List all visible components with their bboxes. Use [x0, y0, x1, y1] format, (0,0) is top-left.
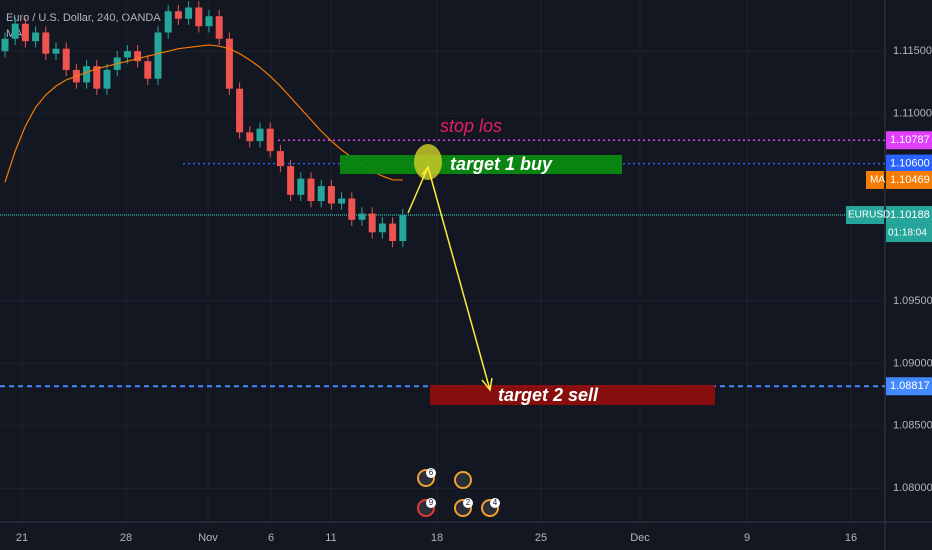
- target1-price-label-bg: [886, 154, 932, 173]
- candle-body: [154, 32, 162, 79]
- last-price-label-bg: [886, 206, 932, 225]
- y-tick-label: 1.09500: [893, 295, 932, 307]
- candle-body: [368, 213, 376, 233]
- ma-price-label-bg: [886, 170, 932, 189]
- last-price-label: 1.10188: [890, 209, 930, 221]
- y-tick-label: 1.11500: [893, 45, 932, 57]
- candle-body: [225, 38, 233, 89]
- event-count: 4: [493, 498, 498, 507]
- stop-text: stop los: [440, 116, 502, 136]
- candle-body: [62, 48, 70, 70]
- x-tick-label: 9: [744, 532, 750, 544]
- event-icon: [454, 471, 472, 489]
- candle-body: [307, 178, 315, 202]
- ma-name-bg: [866, 170, 884, 189]
- stop-price-label: 1.10787: [890, 134, 930, 146]
- y-tick-label: 1.09000: [893, 357, 932, 369]
- y-tick-label: 1.08000: [893, 482, 932, 494]
- candle-body: [134, 51, 142, 62]
- event-count: 6: [429, 468, 434, 477]
- event-count: 9: [429, 498, 434, 507]
- candle-body: [256, 128, 264, 142]
- x-tick-label: 25: [535, 532, 547, 544]
- ma-name: MA: [870, 175, 885, 186]
- candle-body: [1, 38, 9, 52]
- x-tick-label: 28: [120, 532, 132, 544]
- candle-body: [215, 16, 223, 39]
- highlight: [414, 144, 442, 180]
- target2-text: target 2 sell: [498, 385, 599, 405]
- candle-body: [144, 61, 152, 79]
- ma-line: [4, 44, 403, 183]
- symbol-bg: [846, 206, 884, 225]
- symbol: EURUSD: [848, 210, 890, 221]
- target2-price-label-bg: [886, 377, 932, 396]
- candle-body: [236, 88, 244, 133]
- arrow: [407, 165, 493, 392]
- x-tick-label: 16: [845, 532, 857, 544]
- candle-body: [378, 223, 386, 233]
- candle-body: [185, 7, 193, 19]
- x-tick-label: 18: [431, 532, 443, 544]
- chart-title: Euro / U.S. Dollar, 240, OANDA: [6, 12, 161, 24]
- candle-body: [21, 23, 29, 42]
- x-tick-label: 21: [16, 532, 28, 544]
- candle-body: [348, 198, 356, 220]
- target1-text: target 1 buy: [450, 154, 553, 174]
- target2-box: [430, 385, 715, 405]
- event-badge: [426, 468, 436, 478]
- y-tick-label: 1.11000: [893, 108, 932, 120]
- x-tick-label: Nov: [198, 532, 218, 544]
- event-count: 2: [466, 498, 471, 507]
- x-tick-label: 6: [268, 532, 274, 544]
- event-badge: [490, 498, 500, 508]
- ma-price-label: 1.10469: [890, 174, 930, 186]
- candle-body: [123, 51, 131, 58]
- y-tick-label: 1.08500: [893, 420, 932, 432]
- target1-price-label: 1.10600: [890, 157, 930, 169]
- stop-price-label-bg: [886, 131, 932, 150]
- candle-body: [205, 16, 213, 27]
- target2-price-label: 1.08817: [890, 380, 930, 392]
- candle-body: [164, 11, 172, 33]
- candle-body: [399, 215, 407, 242]
- candle-body: [195, 7, 203, 27]
- candle-body: [93, 66, 101, 89]
- candle-body: [317, 186, 325, 202]
- candle-body: [358, 213, 366, 220]
- countdown-bg: [886, 224, 932, 243]
- candle-body: [276, 151, 284, 167]
- x-tick-label: Dec: [630, 532, 650, 544]
- target1-box: [340, 155, 622, 174]
- candle-body: [266, 128, 274, 152]
- candle-body: [11, 23, 19, 39]
- candle-body: [103, 69, 111, 89]
- candle-body: [389, 223, 397, 242]
- candle-body: [297, 178, 305, 195]
- event-badge: [463, 498, 473, 508]
- candle-body: [83, 66, 91, 83]
- candle-body: [246, 132, 254, 142]
- event-badge: [426, 498, 436, 508]
- candle-body: [327, 186, 335, 204]
- candle-body: [32, 32, 40, 42]
- x-tick-label: 11: [325, 532, 336, 544]
- candle-body: [52, 48, 60, 54]
- candle-body: [174, 11, 182, 19]
- candle-body: [287, 166, 295, 195]
- countdown: 01:18:04: [888, 228, 927, 239]
- candle-body: [42, 32, 50, 54]
- candle-body: [338, 198, 346, 204]
